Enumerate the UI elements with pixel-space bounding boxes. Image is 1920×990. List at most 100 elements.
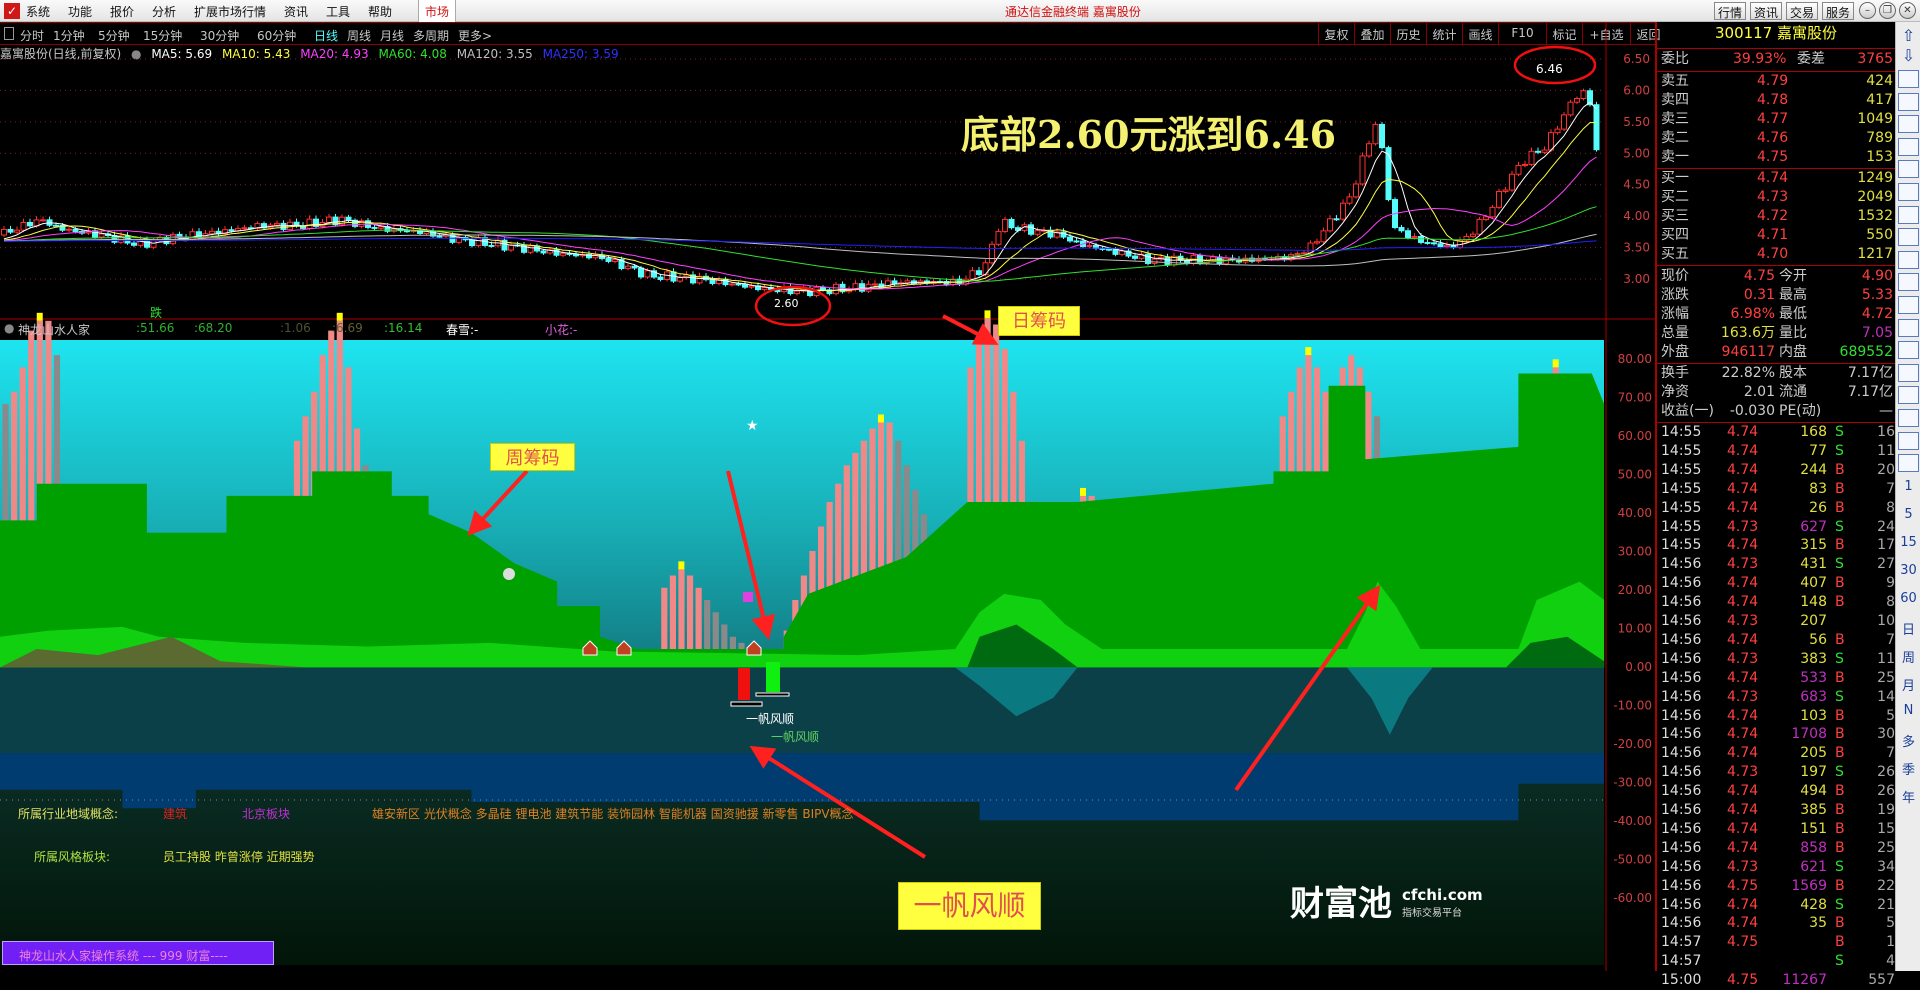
period-tab[interactable]: 30分钟 xyxy=(200,29,240,43)
menu-item[interactable]: 扩展市场行情 xyxy=(194,5,267,19)
self-select-icon[interactable] xyxy=(1898,228,1919,247)
arrow-up-icon[interactable]: ⇧ xyxy=(1901,26,1916,45)
tick-volume: 683 xyxy=(1800,688,1827,705)
period-bar: 分时 1分钟 5分钟 15分钟 30分钟 60分钟 日线 周线 月线 多周期 更多> 复权 叠加 历史统… xyxy=(0,22,1661,45)
toolbar-period-7[interactable]: 月 xyxy=(1901,679,1915,694)
tick-price: 4.75 xyxy=(1727,877,1759,894)
price: 4.77 xyxy=(1757,111,1789,127)
candle-body xyxy=(1151,258,1158,264)
dollar-icon[interactable] xyxy=(1898,363,1919,382)
chart-tool-button[interactable]: 返回 xyxy=(1630,23,1666,44)
grid-icon[interactable] xyxy=(1898,92,1919,111)
period-tab[interactable]: 15分钟 xyxy=(143,29,183,43)
tick-count: 21 xyxy=(1877,896,1895,913)
chart-tool-button[interactable]: 历史 xyxy=(1390,23,1426,44)
dropdown-icon[interactable]: ● xyxy=(4,321,15,335)
toolbar-period-3[interactable]: 30 xyxy=(1900,563,1917,578)
toolbar-period-0[interactable]: 1 xyxy=(1904,479,1913,494)
toolbar-period-6[interactable]: 周 xyxy=(1901,651,1915,666)
period-tab[interactable]: 更多> xyxy=(458,29,493,43)
tick-volume: 148 xyxy=(1800,594,1827,611)
chart-tool-button[interactable]: 画线 xyxy=(1462,23,1498,44)
list-icon[interactable] xyxy=(1898,70,1919,88)
bid-row: 买四 4.71 550 xyxy=(1657,226,1897,245)
formula-icon[interactable] xyxy=(1898,273,1919,292)
menu-item[interactable]: 系统 xyxy=(26,5,51,19)
value: 4.90 xyxy=(1861,268,1893,284)
menu-item[interactable]: 资讯 xyxy=(284,5,309,19)
toolbar-period-11[interactable]: 年 xyxy=(1901,791,1915,806)
candle-body xyxy=(1587,90,1593,106)
candle-body xyxy=(326,216,332,224)
menu-item[interactable]: 帮助 xyxy=(368,5,393,19)
label: 委差 xyxy=(1797,51,1825,67)
candle-body xyxy=(995,230,1002,245)
chart-tool-button[interactable]: 复权 xyxy=(1318,23,1354,44)
chart-area[interactable]: 6.50 6.00 5.50 5.00 4.50 4.00 3.50 3.00 80.00 70… xyxy=(0,0,1655,971)
dropdown-icon[interactable]: ● xyxy=(131,47,142,61)
move-icon[interactable] xyxy=(1898,386,1919,405)
market-menu[interactable]: 市场 xyxy=(418,0,457,22)
top-button-2[interactable]: 交易 xyxy=(1786,2,1819,20)
window-icon[interactable] xyxy=(1898,160,1919,179)
fs-icon[interactable] xyxy=(1898,431,1919,450)
toolbar-period-4[interactable]: 60 xyxy=(1900,591,1917,606)
chart-tool-button[interactable]: 叠加 xyxy=(1354,23,1390,44)
chip-bar xyxy=(869,428,876,667)
toolbar-period-9[interactable]: 多 xyxy=(1901,735,1915,750)
menu-item[interactable]: 工具 xyxy=(326,5,351,19)
period-tab[interactable]: 5分钟 xyxy=(98,29,130,43)
arrow-down-icon[interactable]: ⇩ xyxy=(1901,46,1916,65)
indicator-axis-label: -10.00 xyxy=(1613,699,1652,713)
toolbar-period-2[interactable]: 15 xyxy=(1900,535,1917,550)
period-tab[interactable]: 多周期 xyxy=(413,29,450,43)
restore-button[interactable]: ❐ xyxy=(1879,2,1896,19)
wave-icon[interactable] xyxy=(1898,318,1919,337)
period-tab[interactable]: 月线 xyxy=(380,29,405,43)
circle-icon[interactable] xyxy=(1898,296,1919,314)
chart-tool-button[interactable]: F10 xyxy=(1498,23,1546,44)
candle-body xyxy=(1509,173,1515,191)
indicator-value: :16.14 xyxy=(384,321,423,335)
period-tab[interactable]: 1分钟 xyxy=(53,29,85,43)
tick-price: 4.75 xyxy=(1727,972,1759,989)
tick-row: 14:56 4.74 533 B 25 xyxy=(1657,669,1897,688)
minimize-button[interactable]: – xyxy=(1859,2,1876,19)
top-button-3[interactable]: 服务 xyxy=(1822,2,1855,20)
top-button-0[interactable]: 行情 xyxy=(1714,2,1747,20)
toolbar-period-8[interactable]: N xyxy=(1903,703,1914,718)
chart-tool-button[interactable]: 统计 xyxy=(1426,23,1462,44)
menu-item[interactable]: 分析 xyxy=(152,5,177,19)
candle-icon[interactable] xyxy=(1898,137,1919,156)
tick-side: B xyxy=(1835,537,1845,554)
toolbar-period-5[interactable]: 日 xyxy=(1901,623,1915,638)
f12-icon[interactable] xyxy=(1898,250,1919,269)
toolbar-period-1[interactable]: 5 xyxy=(1904,507,1913,522)
industry-value[interactable]: 建筑 xyxy=(163,807,188,821)
period-tab[interactable]: 分时 xyxy=(20,29,45,43)
concept-list[interactable]: 雄安新区 光伏概念 多晶硅 锂电池 建筑节能 装饰园林 智能机器 国资驰援 新零… xyxy=(372,807,854,821)
menu-item[interactable]: 功能 xyxy=(68,5,93,19)
indicator-value: :51.66 xyxy=(136,321,175,335)
region-value[interactable]: 北京板块 xyxy=(242,807,291,821)
period-tab[interactable]: 周线 xyxy=(347,29,372,43)
pencil-icon[interactable] xyxy=(1898,409,1919,427)
close-button[interactable]: ✕ xyxy=(1899,2,1916,19)
chart-tool-button[interactable]: 标记 xyxy=(1546,23,1582,44)
refresh-icon[interactable] xyxy=(1898,454,1919,473)
tree-icon[interactable] xyxy=(1898,205,1919,224)
daily-chips-tag: 日筹码 xyxy=(998,306,1080,336)
ma250-value: MA250: 3.59 xyxy=(542,47,619,61)
top-button-1[interactable]: 资讯 xyxy=(1750,2,1783,20)
label: 买四 xyxy=(1661,227,1689,243)
period-tab[interactable]: 60分钟 xyxy=(257,29,297,43)
panel-toggle-icon[interactable] xyxy=(4,27,14,40)
period-tab[interactable]: 日线 xyxy=(314,29,339,43)
chip-bar xyxy=(895,440,902,667)
menu-item[interactable]: 报价 xyxy=(110,5,135,19)
f10-icon[interactable] xyxy=(1898,183,1919,201)
toolbar-period-10[interactable]: 季 xyxy=(1901,763,1915,778)
style-value[interactable]: 员工持股 昨曾涨停 近期强势 xyxy=(163,850,315,864)
line-chart-icon[interactable] xyxy=(1898,115,1919,134)
rsi-icon[interactable] xyxy=(1898,341,1919,360)
